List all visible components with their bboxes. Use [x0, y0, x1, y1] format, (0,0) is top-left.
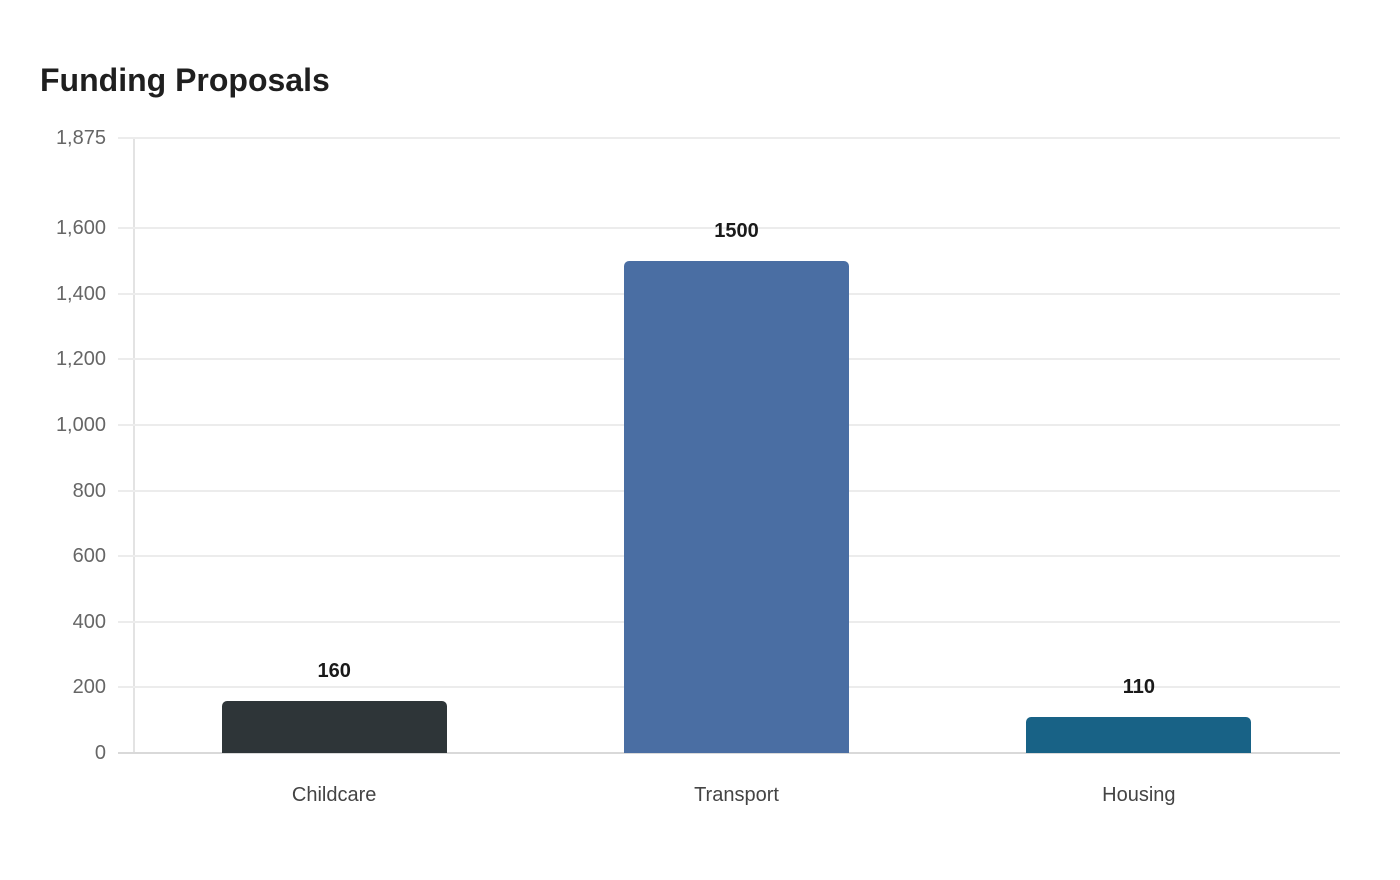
y-tick-label: 1,000 — [55, 414, 106, 436]
x-tick-label: Childcare — [291, 784, 377, 806]
gridline — [118, 227, 1340, 230]
y-tick-label: 600 — [72, 545, 106, 568]
y-tick-label: 1,200 — [55, 348, 106, 371]
y-tick-label: 1,400 — [55, 282, 106, 305]
y-axis-line — [133, 138, 135, 754]
x-axis-line — [118, 752, 1340, 754]
y-tick-label: 1,600 — [55, 217, 106, 240]
y-tick-label: 1,875 — [55, 127, 106, 149]
y-tick-label: 800 — [72, 479, 106, 502]
bar-value-label: 1500 — [714, 220, 759, 242]
bar-value-label: 160 — [317, 659, 351, 682]
bar-housing[interactable] — [1026, 716, 1252, 753]
y-tick-label: 200 — [72, 676, 106, 699]
chart-title: Funding Proposals — [40, 62, 330, 98]
bar-childcare[interactable] — [221, 700, 447, 753]
y-tick-label: 400 — [72, 610, 106, 633]
bar-value-label: 110 — [1122, 675, 1155, 698]
bar-transport[interactable] — [624, 261, 849, 753]
gridline — [118, 137, 1340, 139]
x-tick-label: Transport — [694, 784, 779, 806]
y-tick-label: 0 — [94, 742, 106, 764]
x-tick-label: Housing — [1102, 784, 1176, 806]
